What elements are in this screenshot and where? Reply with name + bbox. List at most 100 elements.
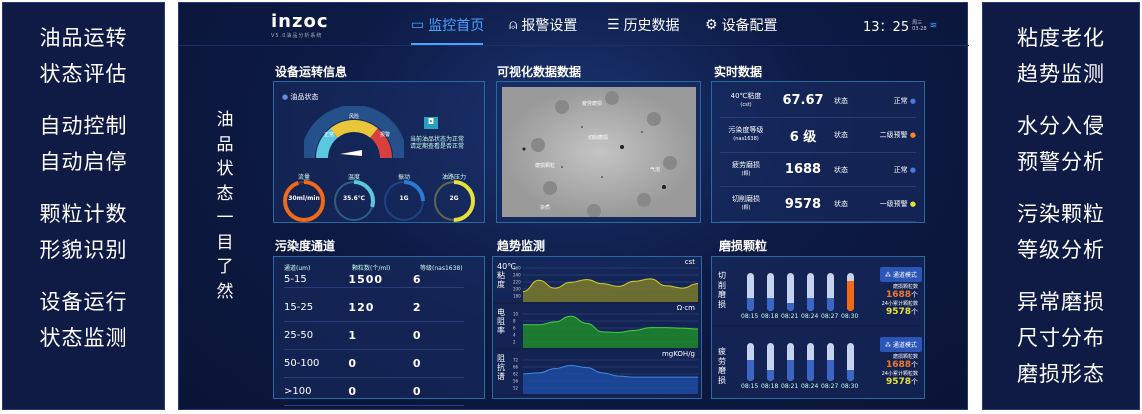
wear-group-label: 切削磨损 <box>718 271 726 309</box>
y-tick: 6 <box>513 326 516 331</box>
realtime-row: 污染度等级 (nas1638) 6 级 状态 二级预警 ● <box>720 119 916 153</box>
left-feature-panel: 油品运转 状态评估 自动控制 自动启停 颗粒计数 形貌识别 设备运行 状态监测 <box>2 2 165 410</box>
metric-name: 疲劳磨损 <box>732 160 760 169</box>
table-row: >100 0 0 <box>284 378 464 406</box>
table-header: 通道(um) 颗粒数(个/ml) 等级(nas1638) <box>284 263 474 272</box>
series-line <box>522 315 699 333</box>
feature-line: 尺寸分布 <box>1017 326 1105 350</box>
wear-count: 1688 <box>885 360 911 370</box>
metric-name: 切削磨损 <box>732 195 760 203</box>
bar-time: 08:27 <box>821 383 839 390</box>
wifi-icon: ≋ <box>929 20 938 31</box>
feature-line: 油品运转 <box>39 26 128 50</box>
label-cutting-wear: 切削磨损 <box>588 134 608 141</box>
ring-label: 油路压力 <box>441 174 466 181</box>
mode-icon: ⁂ <box>885 272 891 279</box>
mode-icon: ⁂ <box>885 342 891 349</box>
table-cell: 0 <box>348 385 358 398</box>
status-gauge: 正常 风险 报警 <box>304 106 404 159</box>
gauge-label-risk: 风险 <box>349 113 359 120</box>
feature-line: 颗粒计数 <box>39 202 128 226</box>
wear-bar <box>807 343 814 381</box>
y-tick: 56 <box>513 379 519 384</box>
feature-line: 磨损形态 <box>1017 362 1105 386</box>
status-badge: 二级预警 ● <box>879 131 916 139</box>
ring-label: 流量 <box>297 174 310 181</box>
bar-time: 08:18 <box>761 383 779 390</box>
ring-value: 1G <box>399 195 409 202</box>
label-wear-particle: 磨损颗粒 <box>535 162 555 169</box>
tab-alarm-settings[interactable]: ⍝ 报警设置 <box>509 17 578 34</box>
ring-value: 35.6℃ <box>342 195 366 202</box>
y-tick: 52 <box>513 386 519 391</box>
realtime-row: 40℃粘度 (cst) 67.67 状态 正常 ● <box>720 84 916 118</box>
version-text: V5.0油品分析系统 <box>271 33 323 39</box>
pollution-title: 污染度通道 <box>275 239 336 253</box>
ring-value: 2G <box>449 195 459 202</box>
oil-status-label: ● 油品状态 <box>282 93 319 101</box>
tab-history-data[interactable]: ☰ 历史数据 <box>607 17 680 34</box>
table-cell: 25-50 <box>284 330 314 341</box>
metric-value: 6 级 <box>789 129 817 145</box>
chart-label: 40℃粘度 <box>497 262 517 289</box>
slogan: 油品状态一目了然 <box>216 110 234 302</box>
table-cell: 1 <box>348 329 358 342</box>
wear-bar <box>767 273 774 311</box>
right-feature-group: 异常磨损 尺寸分布 磨损形态 <box>983 284 1139 392</box>
ring-value: 30ml/min <box>288 195 320 202</box>
metric-name: 40℃粘度 <box>730 91 762 100</box>
y-tick: 2 <box>513 340 516 345</box>
channel-mode-button[interactable]: ⁂ 通道模式 <box>880 337 922 352</box>
table-row: 25-50 1 0 <box>284 322 464 350</box>
bar-time: 08:15 <box>741 313 759 320</box>
table-cell: 15-25 <box>284 302 314 313</box>
metric-value: 1688 <box>784 162 822 177</box>
device-title: 设备运转信息 <box>275 65 348 79</box>
label-impurity: 杂质 <box>540 204 550 211</box>
left-feature-group: 自动控制 自动启停 <box>3 108 164 180</box>
wear-bar <box>827 273 834 311</box>
chart-unit: mgKOH/g <box>661 350 695 358</box>
metric-unit: (颗) <box>741 205 751 211</box>
right-feature-panel: 粘度老化 趋势监测 水分入侵 预警分析 污染颗粒 等级分析 异常磨损 尺寸分布 磨损形态 <box>982 2 1140 410</box>
ring-gauge <box>333 180 375 222</box>
wear-total: 9578 <box>885 307 911 317</box>
channel-mode-button[interactable]: ⁂ 通道模式 <box>880 267 922 282</box>
metric-name: 污染度等级 <box>728 126 764 134</box>
series-area <box>523 365 698 394</box>
status-badge: 正常 ● <box>893 96 916 105</box>
wear-panel: 切削磨损 08:15 08:18 08:21 08:24 08:27 08:30 ⁂ 通道模式… <box>711 256 925 399</box>
y-tick: 72 <box>513 358 519 363</box>
trend-chart: 电阻率 Ω·cm 10 8 6 4 2 <box>493 304 701 350</box>
table-cell: 2 <box>412 301 422 314</box>
wear-bar <box>787 343 794 381</box>
bar-time: 08:24 <box>801 383 819 390</box>
bar-time: 08:30 <box>841 313 859 320</box>
y-tick: 8 <box>513 319 516 324</box>
tab-monitor-home[interactable]: ▭ 监控首页 <box>411 17 485 34</box>
left-feature-group: 油品运转 状态评估 <box>3 20 164 92</box>
label-fatigue-wear: 疲劳磨损 <box>582 100 602 107</box>
right-feature-group: 水分入侵 预警分析 <box>983 108 1139 180</box>
feature-line: 等级分析 <box>1017 238 1105 262</box>
feature-line: 水分入侵 <box>1017 114 1105 138</box>
monitor-icon: ▭ <box>411 17 425 33</box>
bar-time: 08:21 <box>781 383 799 390</box>
y-tick: 10 <box>513 312 519 317</box>
table-cell: 0 <box>412 385 422 398</box>
tab-device-config[interactable]: ⚙ 设备配置 <box>705 17 778 34</box>
wear-counts: 磨损颗粒数 1688个 24小累计颗粒数 9578个 <box>881 354 918 387</box>
status-word: 状态 <box>834 96 848 105</box>
y-tick: 4 <box>513 333 516 338</box>
metric-unit: (颗) <box>741 170 751 177</box>
gauge-label-normal: 正常 <box>324 131 334 138</box>
metric-unit: (nas1638) <box>733 136 759 142</box>
table-cell: 1500 <box>348 273 384 286</box>
gauge-needle <box>340 150 362 156</box>
wear-group-label: 疲劳磨损 <box>718 347 726 385</box>
wear-bar <box>747 343 754 381</box>
ring-gauge <box>283 180 325 222</box>
wear-title: 磨损颗粒 <box>719 239 768 253</box>
feature-line: 预警分析 <box>1017 150 1105 174</box>
